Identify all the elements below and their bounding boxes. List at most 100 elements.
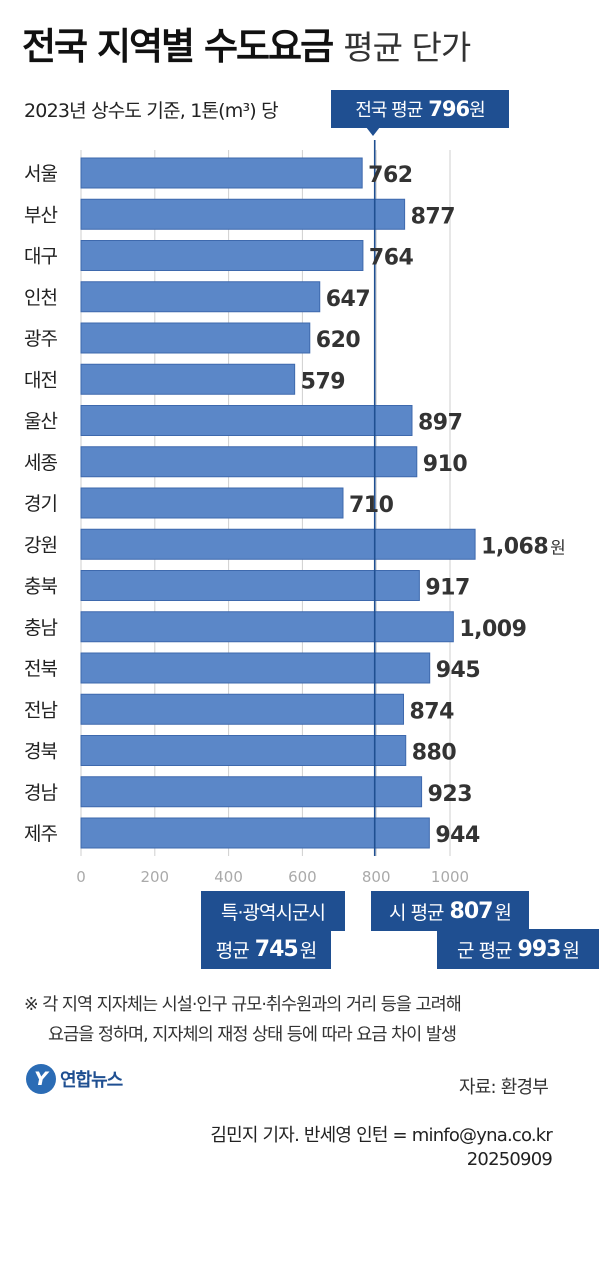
x-tick-label: 800 [362, 868, 391, 886]
bar [80, 570, 420, 601]
value-label: 1,009 [459, 617, 526, 642]
value-label: 880 [412, 741, 457, 766]
bar [80, 817, 430, 849]
value-label: 917 [425, 576, 469, 601]
value-number: 764 [369, 246, 414, 271]
category-label: 충북 [24, 576, 57, 598]
chart-subtitle: 2023년 상수도 기준, 1톤(m³) 당 [24, 100, 279, 122]
metro-average-unit: 원 [299, 939, 318, 962]
value-number: 710 [349, 493, 394, 518]
x-tick-label: 200 [140, 868, 169, 886]
category-label: 충남 [24, 617, 57, 639]
metro-average-label2: 평균 [215, 939, 250, 962]
category-label: 서울 [24, 163, 57, 185]
metro-average-callout-line1: 특·광역시군시 [201, 891, 345, 931]
category-label: 경남 [24, 782, 57, 804]
category-label: 전북 [24, 658, 57, 680]
value-label: 944 [435, 823, 480, 848]
bar [80, 735, 407, 766]
value-number: 910 [423, 452, 468, 477]
bar [80, 281, 321, 313]
value-label: 910 [423, 452, 468, 477]
footnote-line2: 요금을 정하며, 지자체의 재정 상태 등에 따라 요금 차이 발생 [48, 1025, 457, 1045]
metro-average-value: 745 [254, 936, 299, 962]
x-tick-label: 400 [214, 868, 243, 886]
value-number: 762 [368, 163, 412, 188]
yonhap-logo: Y 연합뉴스 [26, 1064, 123, 1094]
value-number: 944 [435, 823, 480, 848]
city-average-label: 시 평균 [389, 901, 444, 924]
x-tick-label: 1000 [431, 868, 469, 886]
value-label: 897 [418, 411, 462, 436]
author-line: 김민지 기자. 반세영 인턴 = minfo@yna.co.kr [210, 1125, 552, 1146]
city-average-unit: 원 [494, 901, 512, 924]
city-average-callout: 시 평균 807 원 [371, 891, 529, 931]
author-credit: 김민지 기자. 반세영 인턴 = minfo@yna.co.kr 2025090… [210, 1124, 552, 1172]
county-average-value: 993 [517, 936, 562, 962]
chart-title-main: 전국 지역별 수도요금 [22, 25, 334, 68]
bar [80, 240, 364, 271]
value-unit: 원 [550, 538, 566, 558]
value-number: 647 [326, 287, 370, 312]
metro-average-callout-line2: 평균 745 원 [201, 929, 331, 969]
category-label: 대구 [24, 246, 57, 268]
county-average-callout: 군 평균 993 원 [437, 929, 599, 969]
category-label: 울산 [24, 411, 57, 433]
metro-average-label: 특·광역시군시 [221, 901, 326, 924]
bar [80, 652, 431, 684]
logo-text: 연합뉴스 [60, 1070, 123, 1091]
category-label: 강원 [24, 534, 57, 556]
city-average-value: 807 [449, 898, 494, 924]
bar [80, 528, 476, 560]
logo-mark-icon: Y [26, 1064, 56, 1094]
value-number: 579 [301, 369, 345, 394]
value-label: 762 [368, 163, 412, 188]
category-label: 전남 [24, 699, 57, 721]
bar [80, 198, 406, 230]
bar [80, 405, 413, 436]
value-labels: 762 877 764 647 620 579 897 910 710 1,068 원 917 1,00… [301, 163, 566, 848]
bar [80, 446, 418, 478]
national-average-label: 전국 평균 [355, 100, 423, 121]
category-label: 제주 [24, 823, 57, 845]
x-axis-ticks: 0 200 400 600 800 1000 [76, 868, 469, 886]
national-average-unit: 원 [469, 100, 486, 121]
bar [80, 487, 344, 519]
bar [80, 776, 423, 808]
value-number: 877 [411, 204, 455, 229]
category-label: 인천 [24, 287, 57, 309]
national-average-pointer [366, 127, 380, 136]
value-label: 710 [349, 493, 394, 518]
bars [80, 157, 476, 849]
bar [80, 611, 454, 643]
x-tick-label: 0 [76, 868, 86, 886]
county-average-unit: 원 [562, 939, 580, 962]
value-number: 880 [412, 741, 457, 766]
value-label: 1,068 원 [481, 534, 566, 559]
bar [80, 693, 405, 725]
county-average-label: 군 평균 [457, 939, 512, 962]
bar [80, 363, 296, 395]
value-label: 647 [326, 287, 370, 312]
value-label: 620 [316, 328, 361, 353]
value-number: 917 [425, 576, 469, 601]
bar [80, 322, 311, 354]
value-label: 874 [410, 699, 455, 724]
category-label: 세종 [24, 452, 57, 474]
value-number: 897 [418, 411, 462, 436]
footnote-line1: ※ 각 지역 지자체는 시설·인구 규모·취수원과의 거리 등을 고려해 [24, 995, 462, 1015]
value-number: 1,068 [481, 534, 548, 559]
national-average-value: 796 [428, 97, 470, 121]
chart-title: 전국 지역별 수도요금 평균 단가 [22, 25, 471, 68]
value-number: 923 [428, 782, 472, 807]
national-average-badge: 전국 평균 796 원 [331, 90, 509, 128]
value-label: 945 [436, 658, 480, 683]
publish-date: 20250909 [466, 1149, 553, 1170]
footnote: ※ 각 지역 지자체는 시설·인구 규모·취수원과의 거리 등을 고려해 요금을… [24, 990, 462, 1050]
category-label: 광주 [24, 328, 57, 350]
bar [80, 157, 363, 189]
x-tick-label: 600 [288, 868, 317, 886]
category-label: 대전 [24, 369, 57, 391]
